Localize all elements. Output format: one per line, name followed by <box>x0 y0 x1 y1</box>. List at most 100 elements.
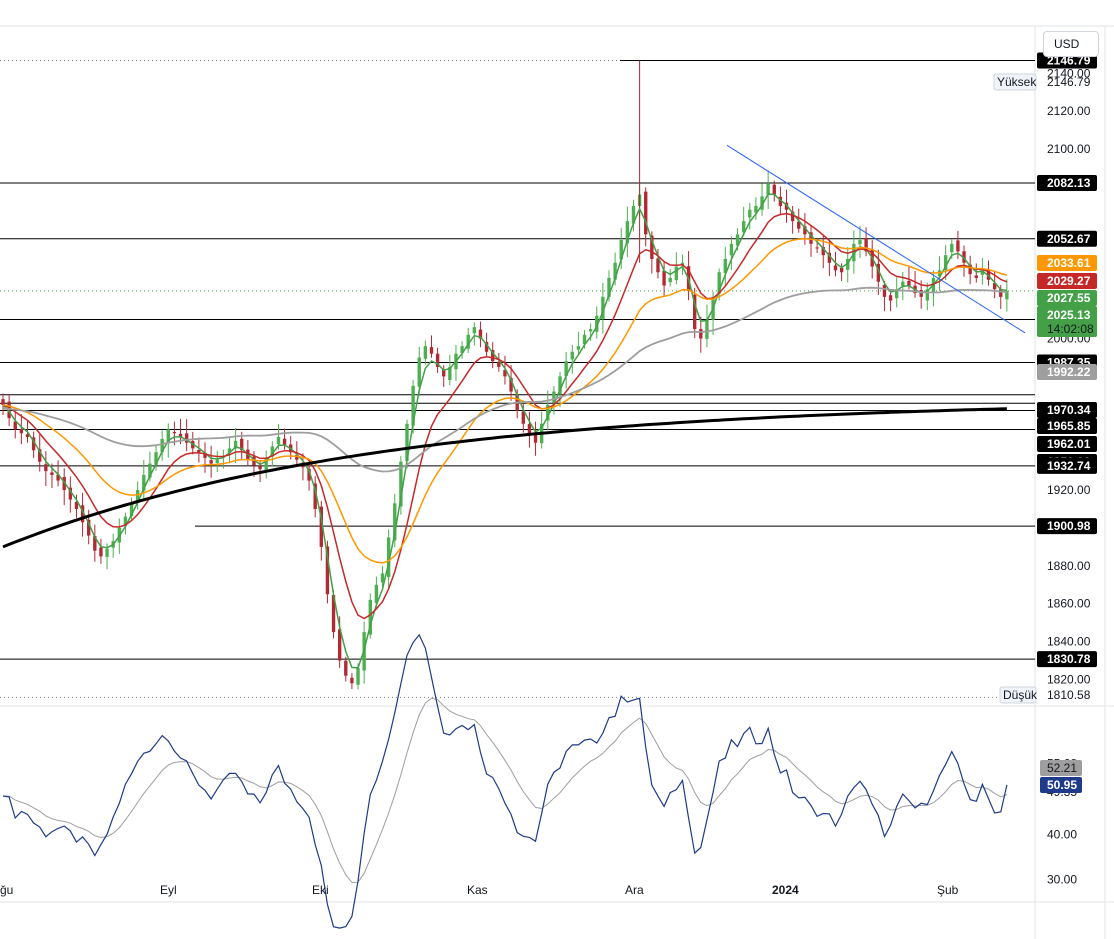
candle-body-77[interactable] <box>472 327 477 334</box>
candle-body-37[interactable] <box>227 448 232 453</box>
candle-body-135[interactable] <box>827 252 832 263</box>
candle-body-30[interactable] <box>184 433 189 443</box>
candle-body-2[interactable] <box>13 421 17 430</box>
candle-body-63[interactable] <box>386 537 391 578</box>
candle-body-79[interactable] <box>484 341 489 352</box>
candle-body-143[interactable] <box>876 263 881 282</box>
candle-body-20[interactable] <box>123 516 128 526</box>
candle-body-58[interactable] <box>356 668 360 685</box>
candle-body-70[interactable] <box>429 347 434 354</box>
candle-body-42[interactable] <box>258 465 262 470</box>
candle-body-122[interactable] <box>748 209 752 218</box>
candle-body-113[interactable] <box>693 294 697 330</box>
candle-body-147[interactable] <box>901 281 905 287</box>
candle-body-10[interactable] <box>62 477 66 491</box>
candle-body-137[interactable] <box>839 268 844 273</box>
candle-body-17[interactable] <box>105 548 109 557</box>
candle-body-22[interactable] <box>135 490 140 503</box>
candle-body-28[interactable] <box>172 432 177 434</box>
candle-body-120[interactable] <box>735 234 740 246</box>
candle-body-117[interactable] <box>717 272 721 294</box>
candle-body-54[interactable] <box>331 594 336 633</box>
candle-body-118[interactable] <box>723 258 727 273</box>
candle-body-44[interactable] <box>270 446 275 457</box>
candle-body-45[interactable] <box>276 437 281 445</box>
candle-body-163[interactable] <box>999 289 1003 297</box>
candle-body-56[interactable] <box>344 660 348 676</box>
candle-body-90[interactable] <box>552 391 556 403</box>
candle-body-52[interactable] <box>319 506 323 547</box>
candle-body-155[interactable] <box>950 243 954 253</box>
candle-body-23[interactable] <box>142 474 146 491</box>
candle-body-66[interactable] <box>405 423 409 461</box>
candle-body-138[interactable] <box>846 258 850 270</box>
candle-body-148[interactable] <box>907 280 911 286</box>
candle-body-41[interactable] <box>252 456 256 466</box>
candle-body-62[interactable] <box>380 573 385 583</box>
candle-body-128[interactable] <box>784 202 789 210</box>
candle-body-6[interactable] <box>38 449 42 462</box>
candle-body-81[interactable] <box>497 361 501 367</box>
candle-body-100[interactable] <box>613 262 617 280</box>
candle-body-14[interactable] <box>87 519 91 536</box>
candle-body-103[interactable] <box>631 205 636 224</box>
candle-body-154[interactable] <box>943 255 948 271</box>
candle-body-4[interactable] <box>25 434 30 438</box>
candle-body-164[interactable] <box>1005 291 1009 300</box>
candle-body-157[interactable] <box>962 251 966 263</box>
candle-body-61[interactable] <box>374 584 379 604</box>
candle-body-115[interactable] <box>705 319 709 339</box>
candle-body-50[interactable] <box>307 468 311 481</box>
candle-body-158[interactable] <box>968 264 972 275</box>
candle-body-16[interactable] <box>99 547 103 557</box>
candle-body-98[interactable] <box>601 296 605 320</box>
candle-body-156[interactable] <box>956 240 960 252</box>
candle-body-38[interactable] <box>233 440 238 449</box>
candle-body-87[interactable] <box>533 434 538 443</box>
candle-body-78[interactable] <box>478 329 483 339</box>
candle-body-124[interactable] <box>760 196 764 210</box>
candle-body-3[interactable] <box>19 429 24 434</box>
candle-body-11[interactable] <box>68 487 73 500</box>
candle-body-146[interactable] <box>895 289 899 299</box>
candle-body-132[interactable] <box>809 232 813 244</box>
candle-body-127[interactable] <box>778 196 783 206</box>
candle-body-46[interactable] <box>282 438 287 445</box>
candle-body-21[interactable] <box>129 503 134 517</box>
candle-body-151[interactable] <box>925 289 929 301</box>
candle-body-108[interactable] <box>662 270 666 286</box>
candle-body-144[interactable] <box>882 284 887 297</box>
candle-body-26[interactable] <box>160 438 164 453</box>
candle-body-159[interactable] <box>974 275 978 278</box>
candle-body-83[interactable] <box>509 378 513 392</box>
candle-body-27[interactable] <box>166 429 170 443</box>
candle-body-65[interactable] <box>399 461 403 507</box>
candle-body-57[interactable] <box>350 677 354 684</box>
candle-body-119[interactable] <box>729 243 734 256</box>
candle-body-133[interactable] <box>815 247 819 249</box>
candle-body-0[interactable] <box>1 399 5 405</box>
candle-body-43[interactable] <box>264 457 268 472</box>
candle-body-85[interactable] <box>521 411 525 424</box>
candle-body-110[interactable] <box>674 266 679 281</box>
candle-body-55[interactable] <box>337 629 342 661</box>
candle-body-76[interactable] <box>466 334 470 349</box>
candle-body-67[interactable] <box>411 385 415 426</box>
candle-body-129[interactable] <box>790 211 795 222</box>
candle-body-95[interactable] <box>582 334 587 345</box>
candle-body-136[interactable] <box>833 265 838 271</box>
candle-body-131[interactable] <box>803 226 807 235</box>
candle-body-64[interactable] <box>393 503 397 541</box>
candle-body-75[interactable] <box>460 346 464 353</box>
candle-body-35[interactable] <box>215 459 219 463</box>
candle-body-114[interactable] <box>699 329 703 339</box>
candle-body-39[interactable] <box>240 438 244 451</box>
candle-body-160[interactable] <box>980 270 985 275</box>
candle-body-5[interactable] <box>31 437 36 451</box>
candle-body-94[interactable] <box>576 346 581 350</box>
candle-body-130[interactable] <box>797 221 801 229</box>
candle-body-141[interactable] <box>864 237 868 252</box>
candle-body-25[interactable] <box>154 452 158 465</box>
candle-body-33[interactable] <box>203 452 207 458</box>
